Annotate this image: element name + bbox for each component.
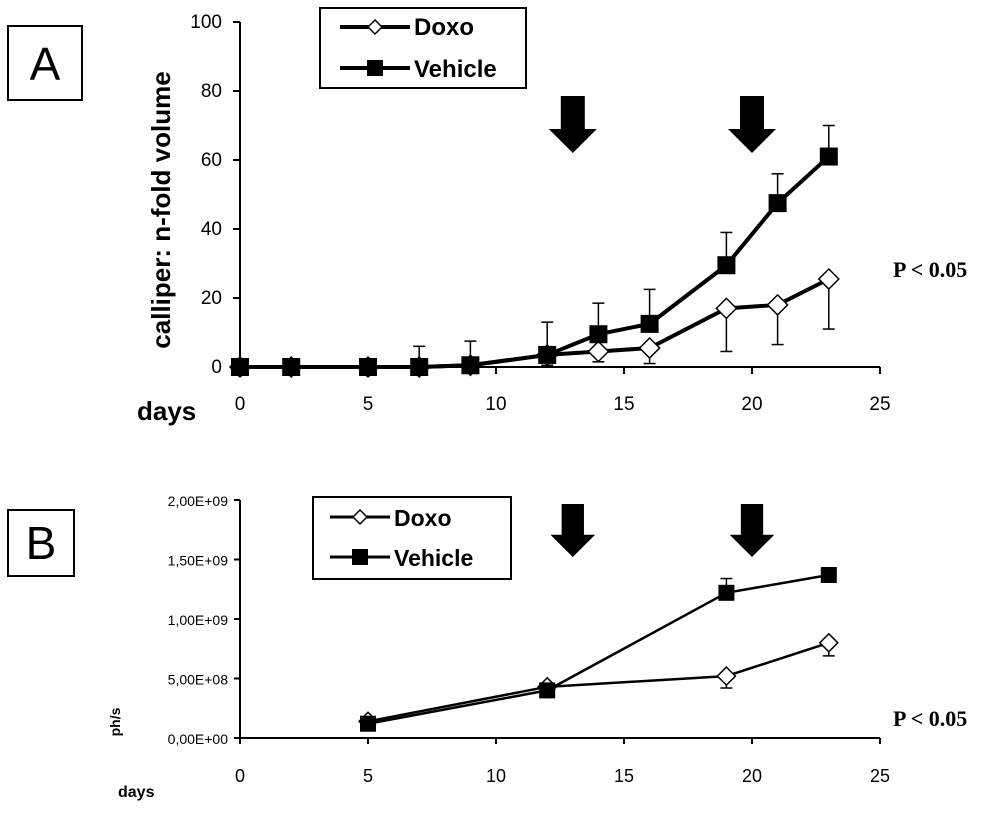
data-point-vehicle: [461, 356, 480, 375]
treatment-arrow-a: [728, 96, 776, 153]
data-point-doxo: [587, 340, 610, 363]
series-line-vehicle: [367, 573, 830, 725]
data-point-vehicle: [589, 325, 608, 344]
data-point-vehicle: [410, 358, 429, 376]
y-axis-title-b: ph/s: [107, 707, 123, 736]
legend-b: Doxo Vehicle: [312, 496, 512, 580]
legend-b-doxo-label: Doxo: [394, 505, 452, 531]
data-point-vehicle: [539, 682, 556, 699]
data-point-vehicle: [819, 147, 838, 166]
data-point-vehicle: [231, 358, 249, 376]
legend-a-doxo-label: Doxo: [414, 14, 474, 41]
x-tick-label-a: 0: [235, 394, 246, 415]
series-line-doxo: [240, 277, 830, 369]
data-point-doxo: [715, 297, 738, 320]
data-point-vehicle: [538, 345, 557, 364]
y-tick-label-b: 1,50E+09: [168, 553, 229, 569]
data-point-doxo: [638, 336, 661, 360]
data-point-vehicle: [359, 358, 377, 376]
panel-a-label: A: [7, 25, 83, 101]
legend-a-doxo-marker: [366, 18, 384, 36]
x-tick-label-a: 5: [363, 394, 374, 415]
data-point-vehicle: [717, 256, 736, 275]
treatment-arrow-b: [550, 504, 596, 558]
y-axis-title-a: calliper: n-fold volume: [146, 71, 176, 348]
x-axis-title-b: days: [118, 784, 155, 801]
x-axis-title-a: days: [137, 396, 196, 426]
y-tick-label-b: 5,00E+08: [168, 672, 229, 688]
x-tick-label-a: 20: [741, 394, 762, 415]
data-point-vehicle: [360, 715, 376, 732]
p-value-a: P < 0.05: [893, 257, 967, 282]
treatment-arrow-a: [548, 96, 597, 153]
data-point-vehicle: [718, 584, 735, 601]
panel-b-label: B: [7, 509, 75, 577]
y-tick-label-a: 20: [201, 288, 222, 309]
y-tick-label-b: 2,00E+09: [168, 493, 229, 509]
y-tick-label-b: 0,00E+00: [168, 731, 229, 747]
chart-b: 0,00E+00 5,00E+08 1,00E+09 1,50E+09 2,00E+09…: [107, 493, 967, 801]
data-point-vehicle: [820, 566, 837, 583]
treatment-arrow-b: [729, 504, 775, 558]
x-tick-label-b: 25: [870, 766, 890, 786]
x-tick-label-a: 25: [869, 394, 890, 415]
x-tick-label-b: 5: [363, 766, 373, 786]
y-tick-label-a: 0: [211, 357, 222, 378]
data-point-vehicle: [768, 194, 787, 213]
legend-a-vehicle-marker: [367, 60, 383, 76]
series-line-doxo: [367, 641, 830, 723]
legend-a-vehicle-label: Vehicle: [414, 56, 497, 83]
p-value-b: P < 0.05: [893, 706, 967, 731]
svg-text:A: A: [30, 38, 61, 90]
y-tick-label-b: 1,00E+09: [168, 612, 229, 628]
y-tick-label-a: 40: [201, 219, 222, 240]
x-tick-label-a: 10: [485, 394, 506, 415]
data-point-doxo: [766, 293, 789, 316]
data-point-doxo: [818, 632, 839, 653]
svg-text:B: B: [26, 517, 57, 569]
legend-b-doxo-marker: [351, 508, 369, 526]
data-point-doxo: [716, 666, 737, 687]
x-tick-label-a: 15: [613, 394, 634, 415]
y-tick-label-a: 60: [201, 150, 222, 171]
legend-b-vehicle-label: Vehicle: [394, 545, 473, 571]
series-line-vehicle: [240, 155, 831, 369]
x-tick-label-b: 0: [235, 766, 245, 786]
x-tick-label-b: 15: [614, 766, 634, 786]
data-point-vehicle: [282, 358, 301, 376]
y-tick-label-a: 80: [201, 81, 222, 102]
legend-a: Doxo Vehicle: [319, 7, 527, 89]
data-point-doxo: [817, 267, 840, 291]
x-tick-label-b: 10: [486, 766, 506, 786]
chart-a: 0 20 40 60 80 100 0 5 10 15 20 25 calliper: n-fold v…: [137, 12, 967, 426]
data-point-vehicle: [640, 314, 659, 333]
x-tick-label-b: 20: [742, 766, 762, 786]
legend-b-vehicle-marker: [352, 549, 368, 565]
y-tick-label-a: 100: [190, 12, 222, 33]
